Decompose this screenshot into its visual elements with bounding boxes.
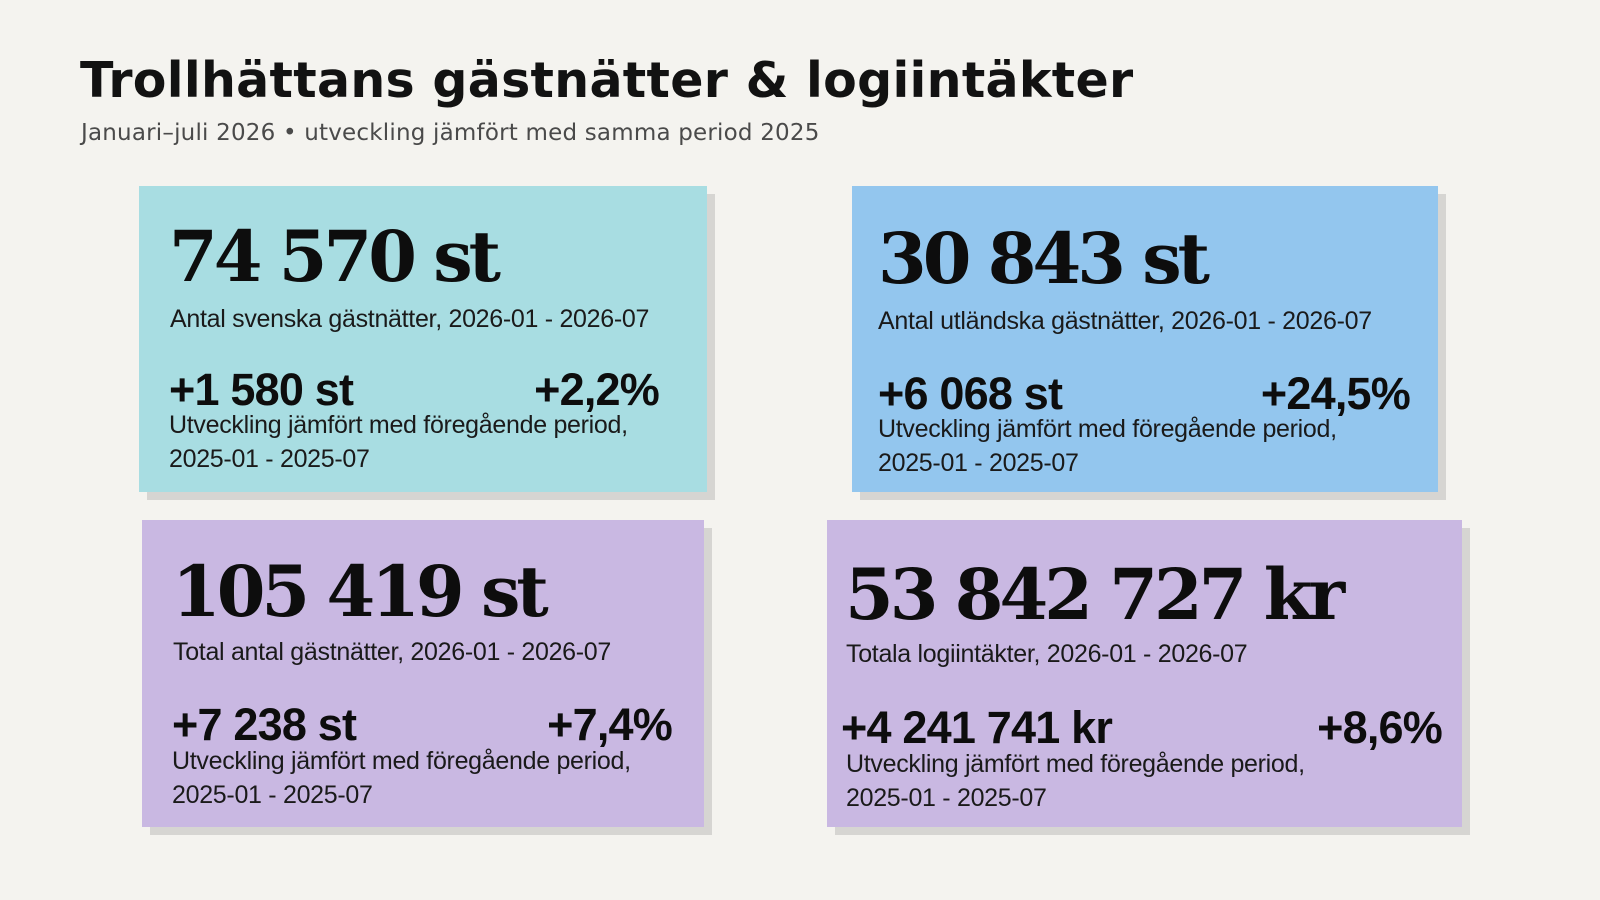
comparison-line-1: Utveckling jämfört med föregående period… xyxy=(172,747,631,775)
card-change-percent: +24,5% xyxy=(1260,368,1411,419)
card-label: Antal svenska gästnätter, 2026-01 - 2026… xyxy=(170,305,650,333)
card-comparison-note: Utveckling jämfört med föregående period… xyxy=(878,412,1337,480)
card-comparison-note: Utveckling jämfört med föregående period… xyxy=(172,744,631,812)
card-label: Total antal gästnätter, 2026-01 - 2026-0… xyxy=(173,638,612,666)
comparison-line-2: 2025-01 - 2025-07 xyxy=(169,445,370,473)
comparison-line-1: Utveckling jämfört med föregående period… xyxy=(169,411,628,439)
card-total-guest-nights: 105 419 st Total antal gästnätter, 2026-… xyxy=(142,520,704,827)
card-change-absolute: +6 068 st xyxy=(878,368,1063,419)
card-value: 74 570 st xyxy=(169,215,501,298)
card-label: Antal utländska gästnätter, 2026-01 - 20… xyxy=(878,307,1372,335)
comparison-line-1: Utveckling jämfört med föregående period… xyxy=(878,415,1337,443)
card-value: 105 419 st xyxy=(172,550,549,633)
comparison-line-2: 2025-01 - 2025-07 xyxy=(846,784,1047,812)
card-comparison-note: Utveckling jämfört med föregående period… xyxy=(846,747,1305,815)
card-change-percent: +7,4% xyxy=(547,699,673,750)
card-value: 30 843 st xyxy=(878,217,1210,300)
card-change-absolute: +1 580 st xyxy=(169,364,354,415)
card-total-lodging-revenue: 53 842 727 kr Totala logiintäkter, 2026-… xyxy=(827,520,1462,827)
page-subtitle: Januari–juli 2026 • utveckling jämfört m… xyxy=(81,120,820,146)
card-swedish-guest-nights: 74 570 st Antal svenska gästnätter, 2026… xyxy=(139,186,707,492)
card-label: Totala logiintäkter, 2026-01 - 2026-07 xyxy=(846,640,1248,668)
card-foreign-guest-nights: 30 843 st Antal utländska gästnätter, 20… xyxy=(852,186,1438,492)
comparison-line-2: 2025-01 - 2025-07 xyxy=(878,449,1079,477)
card-change-absolute: +4 241 741 kr xyxy=(841,702,1113,753)
card-value: 53 842 727 kr xyxy=(845,553,1345,636)
comparison-line-2: 2025-01 - 2025-07 xyxy=(172,781,373,809)
comparison-line-1: Utveckling jämfört med föregående period… xyxy=(846,750,1305,778)
page-title: Trollhättans gästnätter & logiintäkter xyxy=(80,52,1134,109)
card-change-percent: +2,2% xyxy=(534,364,660,415)
card-comparison-note: Utveckling jämfört med föregående period… xyxy=(169,408,628,476)
card-change-percent: +8,6% xyxy=(1317,702,1443,753)
card-change-absolute: +7 238 st xyxy=(172,699,357,750)
